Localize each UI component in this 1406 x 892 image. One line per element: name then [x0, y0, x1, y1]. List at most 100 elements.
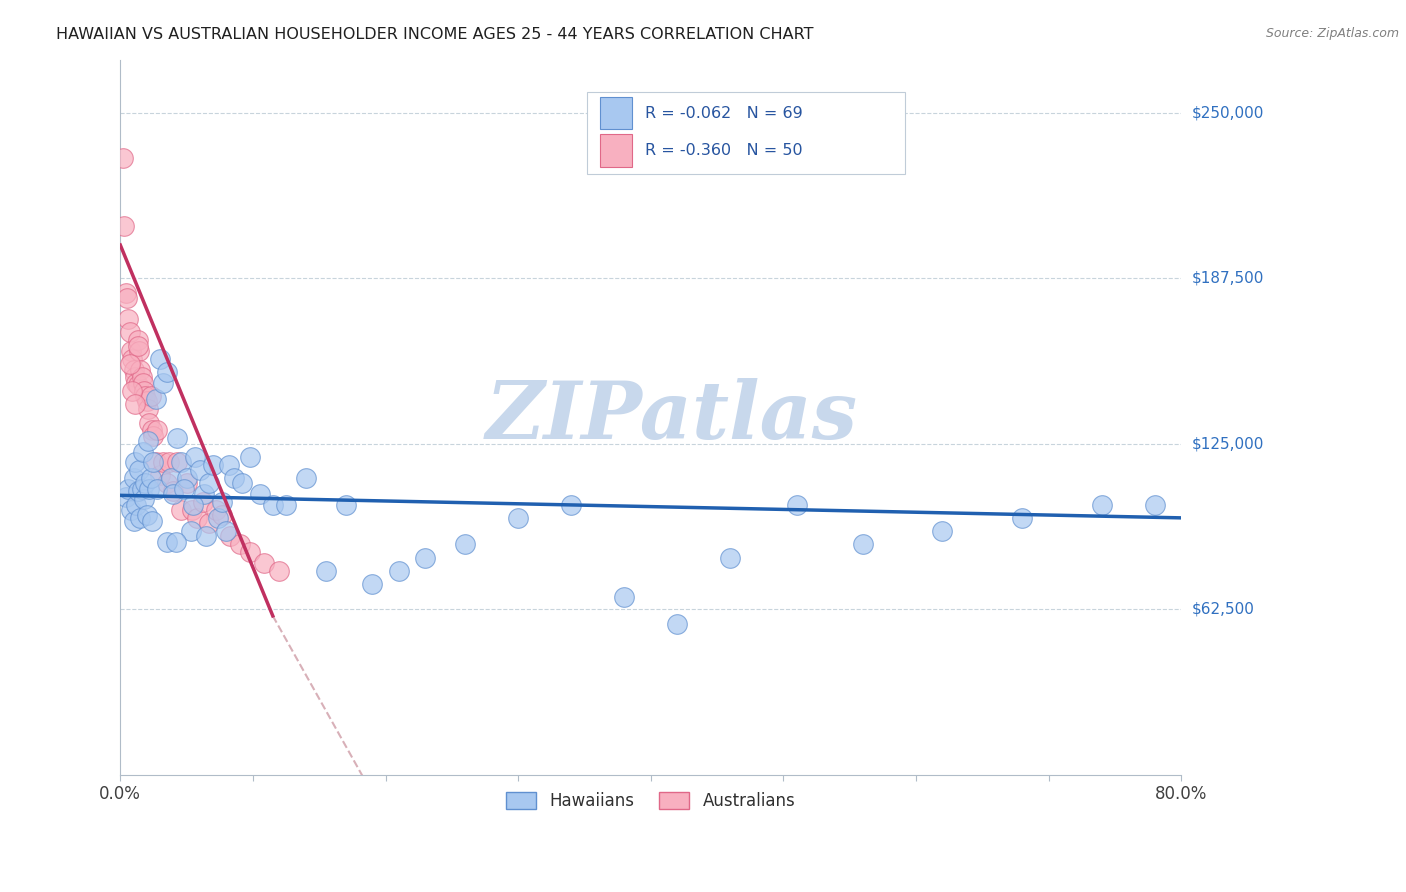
- Point: [162, 484, 184, 499]
- Point: [231, 476, 253, 491]
- Point: [128, 463, 150, 477]
- Point: [115, 291, 138, 305]
- Point: [134, 384, 156, 398]
- Point: [166, 431, 188, 445]
- FancyBboxPatch shape: [600, 97, 631, 129]
- Point: [198, 516, 221, 531]
- Point: [1011, 511, 1033, 525]
- Point: [388, 564, 411, 578]
- Point: [159, 471, 181, 485]
- Point: [1143, 498, 1166, 512]
- Point: [135, 394, 157, 409]
- Point: [141, 514, 163, 528]
- Point: [931, 524, 953, 538]
- Text: $250,000: $250,000: [1192, 105, 1264, 120]
- Point: [718, 550, 741, 565]
- Point: [157, 455, 180, 469]
- Point: [508, 511, 530, 525]
- FancyBboxPatch shape: [600, 135, 631, 167]
- Point: [131, 482, 153, 496]
- Point: [128, 343, 150, 358]
- Point: [152, 455, 174, 469]
- Point: [139, 389, 162, 403]
- FancyBboxPatch shape: [588, 92, 905, 174]
- Point: [138, 416, 160, 430]
- Point: [149, 468, 172, 483]
- Point: [142, 455, 165, 469]
- Point: [156, 534, 179, 549]
- Point: [165, 534, 187, 549]
- Point: [134, 389, 156, 403]
- Legend: Hawaiians, Australians: Hawaiians, Australians: [499, 785, 801, 816]
- Point: [138, 482, 160, 496]
- Point: [204, 503, 226, 517]
- Point: [127, 334, 149, 348]
- Point: [124, 370, 146, 384]
- Text: $187,500: $187,500: [1192, 270, 1264, 285]
- Point: [170, 455, 193, 469]
- Point: [186, 511, 208, 525]
- Point: [315, 564, 337, 578]
- Point: [152, 376, 174, 390]
- Point: [361, 577, 384, 591]
- Point: [180, 503, 202, 517]
- Point: [122, 362, 145, 376]
- Point: [613, 591, 636, 605]
- Point: [173, 482, 195, 496]
- Point: [145, 392, 167, 406]
- Point: [191, 495, 214, 509]
- Point: [211, 495, 233, 509]
- Point: [136, 434, 159, 448]
- Point: [176, 471, 198, 485]
- Point: [262, 498, 284, 512]
- Point: [142, 429, 165, 443]
- Point: [207, 511, 229, 525]
- Point: [666, 616, 689, 631]
- Point: [454, 537, 477, 551]
- Point: [111, 151, 134, 165]
- Point: [117, 312, 139, 326]
- Point: [852, 537, 875, 551]
- Point: [127, 484, 149, 499]
- Point: [145, 455, 167, 469]
- Point: [183, 450, 205, 464]
- Point: [211, 508, 233, 523]
- Point: [156, 476, 179, 491]
- Point: [1091, 498, 1114, 512]
- Point: [118, 357, 141, 371]
- Point: [295, 471, 318, 485]
- Point: [198, 476, 221, 491]
- Text: $125,000: $125,000: [1192, 436, 1264, 451]
- Point: [560, 498, 582, 512]
- Point: [132, 444, 155, 458]
- Point: [114, 285, 136, 300]
- Point: [249, 487, 271, 501]
- Point: [112, 219, 135, 234]
- Point: [141, 424, 163, 438]
- Point: [335, 498, 357, 512]
- Text: HAWAIIAN VS AUSTRALIAN HOUSEHOLDER INCOME AGES 25 - 44 YEARS CORRELATION CHART: HAWAIIAN VS AUSTRALIAN HOUSEHOLDER INCOM…: [56, 27, 814, 42]
- Point: [118, 326, 141, 340]
- Point: [218, 458, 240, 472]
- Point: [121, 351, 143, 366]
- Point: [170, 503, 193, 517]
- Point: [413, 550, 436, 565]
- Point: [125, 376, 148, 390]
- Text: $62,500: $62,500: [1192, 602, 1254, 616]
- Point: [135, 508, 157, 523]
- Point: [139, 471, 162, 485]
- Point: [120, 503, 142, 517]
- Point: [149, 351, 172, 366]
- Point: [786, 498, 808, 512]
- Point: [252, 556, 274, 570]
- Point: [224, 471, 246, 485]
- Point: [125, 498, 148, 512]
- Point: [181, 498, 204, 512]
- Point: [188, 463, 211, 477]
- Point: [122, 471, 145, 485]
- Point: [176, 476, 198, 491]
- Point: [124, 397, 146, 411]
- Point: [228, 537, 250, 551]
- Point: [129, 511, 152, 525]
- Point: [274, 498, 297, 512]
